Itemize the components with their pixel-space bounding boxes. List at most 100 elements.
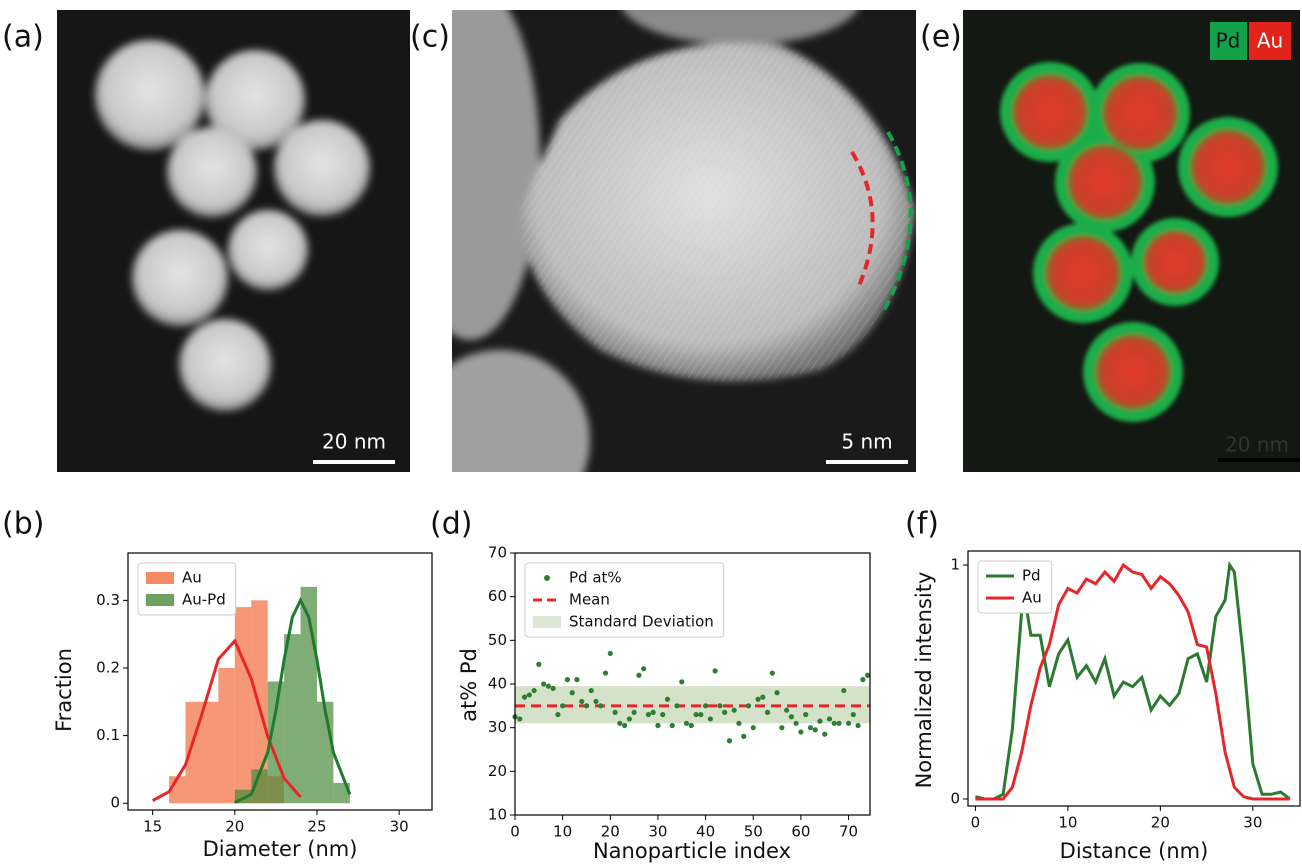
point bbox=[660, 711, 666, 718]
panel-label: (d) bbox=[430, 507, 472, 542]
x-tick-label: 10 bbox=[1058, 814, 1077, 832]
legend-swatch bbox=[533, 616, 561, 628]
legend: Au Au-Pd bbox=[137, 562, 237, 616]
point bbox=[569, 690, 575, 696]
x-tick-label: 40 bbox=[696, 823, 715, 841]
legend: Pd Au bbox=[977, 560, 1053, 614]
point bbox=[536, 661, 542, 667]
point bbox=[865, 672, 871, 678]
legend-swatch bbox=[146, 594, 174, 606]
point bbox=[693, 711, 699, 718]
x-axis-label: Nanoparticle index bbox=[593, 839, 791, 863]
scale-label: 5 nm bbox=[841, 430, 892, 454]
y-tick-label: 40 bbox=[488, 675, 507, 693]
legend-label: Pd at% bbox=[569, 569, 622, 587]
y-axis-label: Fraction bbox=[52, 648, 76, 732]
legend-label: Mean bbox=[569, 591, 610, 609]
point bbox=[564, 677, 571, 683]
point bbox=[612, 709, 618, 715]
point bbox=[545, 683, 551, 689]
y-tick-label: 0.3 bbox=[96, 591, 120, 609]
point bbox=[602, 670, 609, 676]
point bbox=[760, 694, 766, 700]
point bbox=[707, 716, 713, 722]
point bbox=[540, 681, 547, 687]
point bbox=[679, 679, 685, 685]
scale-bar bbox=[826, 460, 908, 464]
bar bbox=[201, 701, 219, 804]
point bbox=[745, 703, 752, 709]
point bbox=[631, 709, 637, 715]
scale-label: 20 nm bbox=[1225, 433, 1289, 457]
legend-label: Au bbox=[1022, 589, 1042, 607]
legend-box bbox=[524, 562, 725, 638]
x-axis-label: Distance (nm) bbox=[1060, 839, 1209, 863]
point bbox=[774, 690, 780, 696]
point bbox=[579, 698, 585, 705]
point bbox=[764, 709, 771, 715]
point bbox=[593, 698, 599, 705]
point bbox=[793, 720, 799, 726]
bar bbox=[251, 600, 268, 804]
legend-label: Standard Deviation bbox=[569, 613, 714, 631]
point bbox=[850, 711, 856, 718]
point bbox=[807, 725, 814, 731]
y-axis-label: at% Pd bbox=[457, 648, 481, 722]
point bbox=[583, 703, 590, 709]
image-a: 20 nm bbox=[57, 10, 410, 472]
point bbox=[645, 711, 652, 718]
x-tick-label: 0 bbox=[971, 814, 981, 832]
bar bbox=[218, 667, 235, 804]
legend-box bbox=[977, 560, 1053, 614]
point bbox=[517, 716, 523, 722]
x-tick-label: 20 bbox=[225, 818, 244, 836]
point bbox=[741, 733, 747, 740]
point bbox=[636, 672, 642, 678]
panel-label: (c) bbox=[410, 20, 450, 55]
x-tick-label: 20 bbox=[1151, 814, 1170, 832]
point bbox=[717, 703, 723, 709]
point bbox=[550, 685, 556, 691]
point bbox=[683, 720, 690, 726]
point bbox=[598, 703, 604, 709]
y-tick-label: 20 bbox=[488, 762, 507, 780]
scale-label: 20 nm bbox=[322, 430, 386, 454]
point bbox=[784, 707, 790, 713]
plot-area: 15 20 25 30 0 0.1 0.2 0.3 Au Au-Pd bbox=[96, 552, 433, 836]
legend-label: Pd bbox=[1022, 567, 1041, 585]
point bbox=[798, 729, 804, 735]
point bbox=[531, 687, 537, 694]
point bbox=[607, 650, 613, 657]
plot-frame bbox=[967, 550, 1301, 807]
point bbox=[731, 707, 737, 713]
point bbox=[626, 716, 632, 722]
point bbox=[722, 709, 728, 715]
point bbox=[836, 720, 842, 726]
x-tick-label: 0 bbox=[510, 823, 520, 841]
y-tick-label: 1 bbox=[950, 556, 960, 574]
point bbox=[750, 725, 756, 731]
x-tick-label: 30 bbox=[390, 818, 409, 836]
x-tick-label: 25 bbox=[307, 818, 326, 836]
point bbox=[703, 703, 709, 709]
point bbox=[555, 711, 561, 718]
plot-frame bbox=[514, 552, 871, 816]
y-tick-label: 10 bbox=[488, 806, 507, 824]
point bbox=[860, 677, 866, 683]
plot-area: 0 10 20 30 0 1 Pd Au bbox=[950, 550, 1301, 832]
point bbox=[831, 720, 837, 726]
point bbox=[560, 703, 566, 709]
legend-box bbox=[1210, 22, 1247, 60]
x-tick-label: 60 bbox=[791, 823, 810, 841]
point bbox=[817, 718, 823, 724]
y-tick-label: 70 bbox=[488, 544, 507, 562]
x-tick-label: 70 bbox=[839, 823, 858, 841]
plot-frame bbox=[127, 552, 433, 811]
point bbox=[698, 711, 704, 718]
scale-bar bbox=[313, 460, 395, 464]
point bbox=[588, 687, 594, 694]
panel-label: (b) bbox=[2, 507, 44, 542]
point bbox=[736, 720, 742, 726]
legend-swatch bbox=[544, 575, 550, 581]
x-tick-label: 10 bbox=[553, 823, 572, 841]
